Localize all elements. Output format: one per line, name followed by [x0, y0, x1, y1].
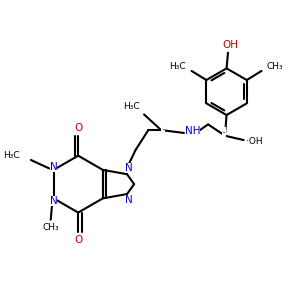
Text: OH: OH [223, 40, 239, 50]
Text: ·: · [161, 124, 165, 136]
Text: NH: NH [185, 126, 200, 136]
Text: ·: · [222, 127, 226, 140]
Text: N: N [50, 196, 57, 206]
Text: N: N [124, 195, 132, 205]
Text: ·OH: ·OH [246, 137, 262, 146]
Text: O: O [74, 236, 82, 245]
Text: CH₃: CH₃ [42, 223, 59, 232]
Text: H₃C: H₃C [3, 151, 20, 160]
Text: O: O [74, 123, 82, 133]
Text: CH₃: CH₃ [267, 62, 283, 71]
Text: H₃C: H₃C [123, 102, 140, 111]
Text: N: N [50, 162, 57, 172]
Text: N: N [124, 163, 132, 173]
Text: H₃C: H₃C [169, 62, 186, 71]
